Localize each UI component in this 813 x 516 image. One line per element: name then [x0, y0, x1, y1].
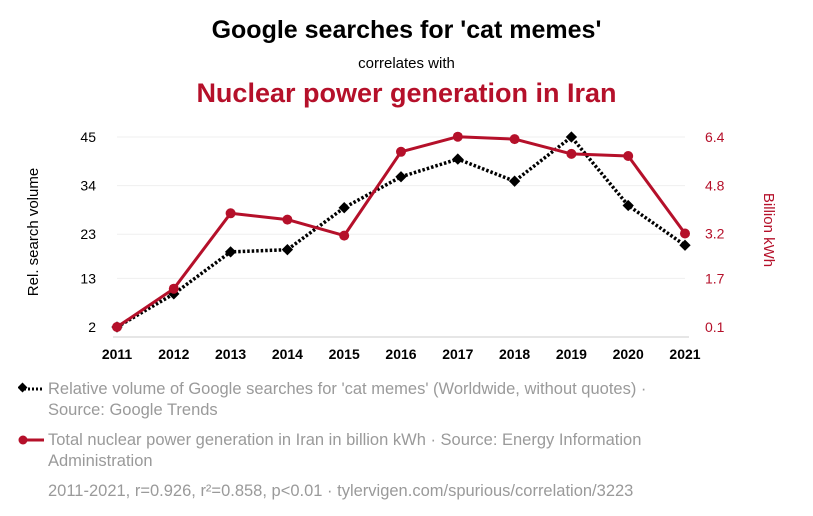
y-right-tick-label: 3.2 — [705, 226, 725, 242]
data-point-searches — [508, 175, 521, 187]
data-point-searches — [395, 171, 407, 183]
data-point-nuclear — [680, 228, 690, 239]
y-right-tick-label: 0.1 — [705, 319, 725, 335]
y-left-tick-label: 2 — [88, 319, 96, 335]
legend-text-searches: Relative volume of Google searches for '… — [48, 380, 647, 419]
data-point-nuclear — [566, 148, 577, 159]
data-point-nuclear — [452, 131, 463, 142]
x-tick-label: 2016 — [385, 346, 416, 362]
y-right-tick-label: 6.4 — [705, 129, 725, 145]
series-line-nuclear — [116, 135, 687, 329]
chart-title-secondary: Nuclear power generation in Iran — [196, 78, 617, 108]
y-left-axis-label: Rel. search volume — [25, 168, 42, 296]
y-left-tick-label: 23 — [80, 226, 96, 242]
data-point-nuclear — [225, 208, 236, 219]
data-point-nuclear — [339, 230, 350, 241]
x-tick-label: 2020 — [613, 346, 644, 362]
data-point-searches — [338, 202, 350, 214]
y-right-tick-label: 1.7 — [705, 271, 725, 287]
legend-marker-searches — [18, 382, 44, 393]
x-tick-label: 2014 — [272, 346, 303, 362]
y-left-tick-label: 45 — [80, 129, 96, 145]
data-point-nuclear — [396, 146, 406, 157]
chart-title: Google searches for 'cat memes' — [211, 16, 602, 44]
x-tick-label: 2012 — [158, 346, 189, 362]
y-right-axis-label: Billion kWh — [760, 193, 777, 267]
data-point-nuclear — [282, 214, 293, 225]
x-tick-label: 2021 — [669, 346, 700, 362]
x-tick-label: 2011 — [102, 346, 133, 362]
data-point-searches — [565, 131, 578, 143]
x-tick-label: 2018 — [499, 346, 530, 362]
data-point-nuclear — [623, 151, 634, 161]
x-tick-label: 2013 — [215, 346, 246, 362]
data-point-searches — [281, 244, 294, 256]
data-point-nuclear — [509, 134, 520, 145]
data-point-nuclear — [168, 283, 179, 294]
data-point-searches — [452, 153, 464, 165]
data-point-searches — [622, 199, 634, 212]
y-left-tick-label: 13 — [80, 270, 96, 286]
legend-text-nuclear: Total nuclear power generation in Iran i… — [48, 431, 642, 470]
legend-marker-nuclear — [18, 435, 44, 445]
y-right-tick-label: 4.8 — [705, 177, 725, 193]
data-point-searches — [224, 246, 237, 258]
data-point-searches — [679, 239, 691, 251]
x-tick-label: 2019 — [556, 346, 587, 362]
x-tick-label: 2017 — [442, 346, 473, 362]
data-point-nuclear — [112, 322, 122, 332]
y-left-tick-label: 34 — [80, 178, 96, 194]
chart-plot: 2 13 23 34 45 0.1 1.7 3.2 4.8 6.4 2011 2012 2013 2014… — [25, 129, 777, 362]
chart-subtitle: correlates with — [358, 55, 455, 72]
x-tick-label: 2015 — [329, 346, 360, 362]
chart-footer: 2011-2021, r=0.926, r²=0.858, p<0.01 · t… — [48, 482, 634, 500]
series-line-searches — [116, 135, 687, 329]
